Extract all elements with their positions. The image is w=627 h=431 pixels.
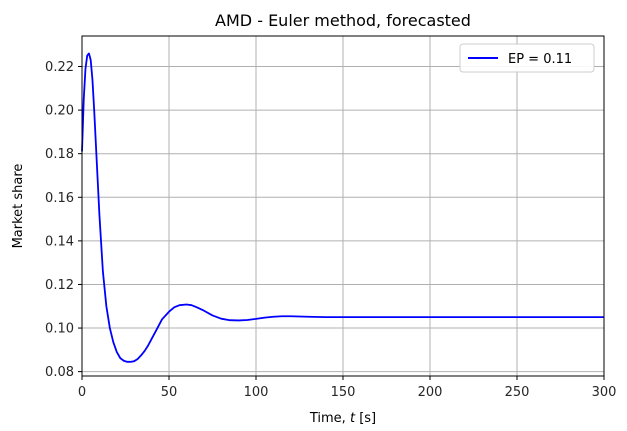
x-tick-label: 100 xyxy=(244,385,269,400)
x-axis-label-prefix: Time, xyxy=(309,411,350,426)
y-tick-label: 0.20 xyxy=(45,104,74,119)
y-tick-label: 0.10 xyxy=(45,322,74,337)
x-tick-label: 250 xyxy=(505,385,530,400)
x-axis-label-unit: [s] xyxy=(355,411,376,426)
chart-title: AMD - Euler method, forecasted xyxy=(215,11,471,30)
legend: EP = 0.11 xyxy=(459,43,595,73)
x-tick-label: 50 xyxy=(161,385,178,400)
y-tick-label: 0.18 xyxy=(45,147,74,162)
x-axis: 0 50 100 150 200 250 300 xyxy=(78,376,617,400)
y-tick-label: 0.22 xyxy=(45,60,74,75)
x-tick-label: 150 xyxy=(331,385,356,400)
x-tick-label: 200 xyxy=(418,385,443,400)
y-tick-label: 0.12 xyxy=(45,278,74,293)
x-axis-label-variable: t xyxy=(350,411,356,426)
x-axis-label: Time, t [s] xyxy=(309,411,376,426)
grid-lines xyxy=(81,36,605,376)
legend-box xyxy=(459,43,595,73)
y-tick-label: 0.16 xyxy=(45,191,74,206)
series-layer xyxy=(81,52,604,363)
series-line xyxy=(81,52,604,363)
y-tick-label: 0.14 xyxy=(45,234,74,249)
legend-label: EP = 0.11 xyxy=(508,52,572,67)
y-tick-label: 0.08 xyxy=(45,365,74,380)
y-axis: 0.08 0.10 0.12 0.14 0.16 0.18 0.20 0.22 xyxy=(45,60,82,380)
x-tick-label: 300 xyxy=(592,385,617,400)
x-tick-label: 0 xyxy=(78,385,86,400)
y-axis-label: Market share xyxy=(11,164,26,249)
